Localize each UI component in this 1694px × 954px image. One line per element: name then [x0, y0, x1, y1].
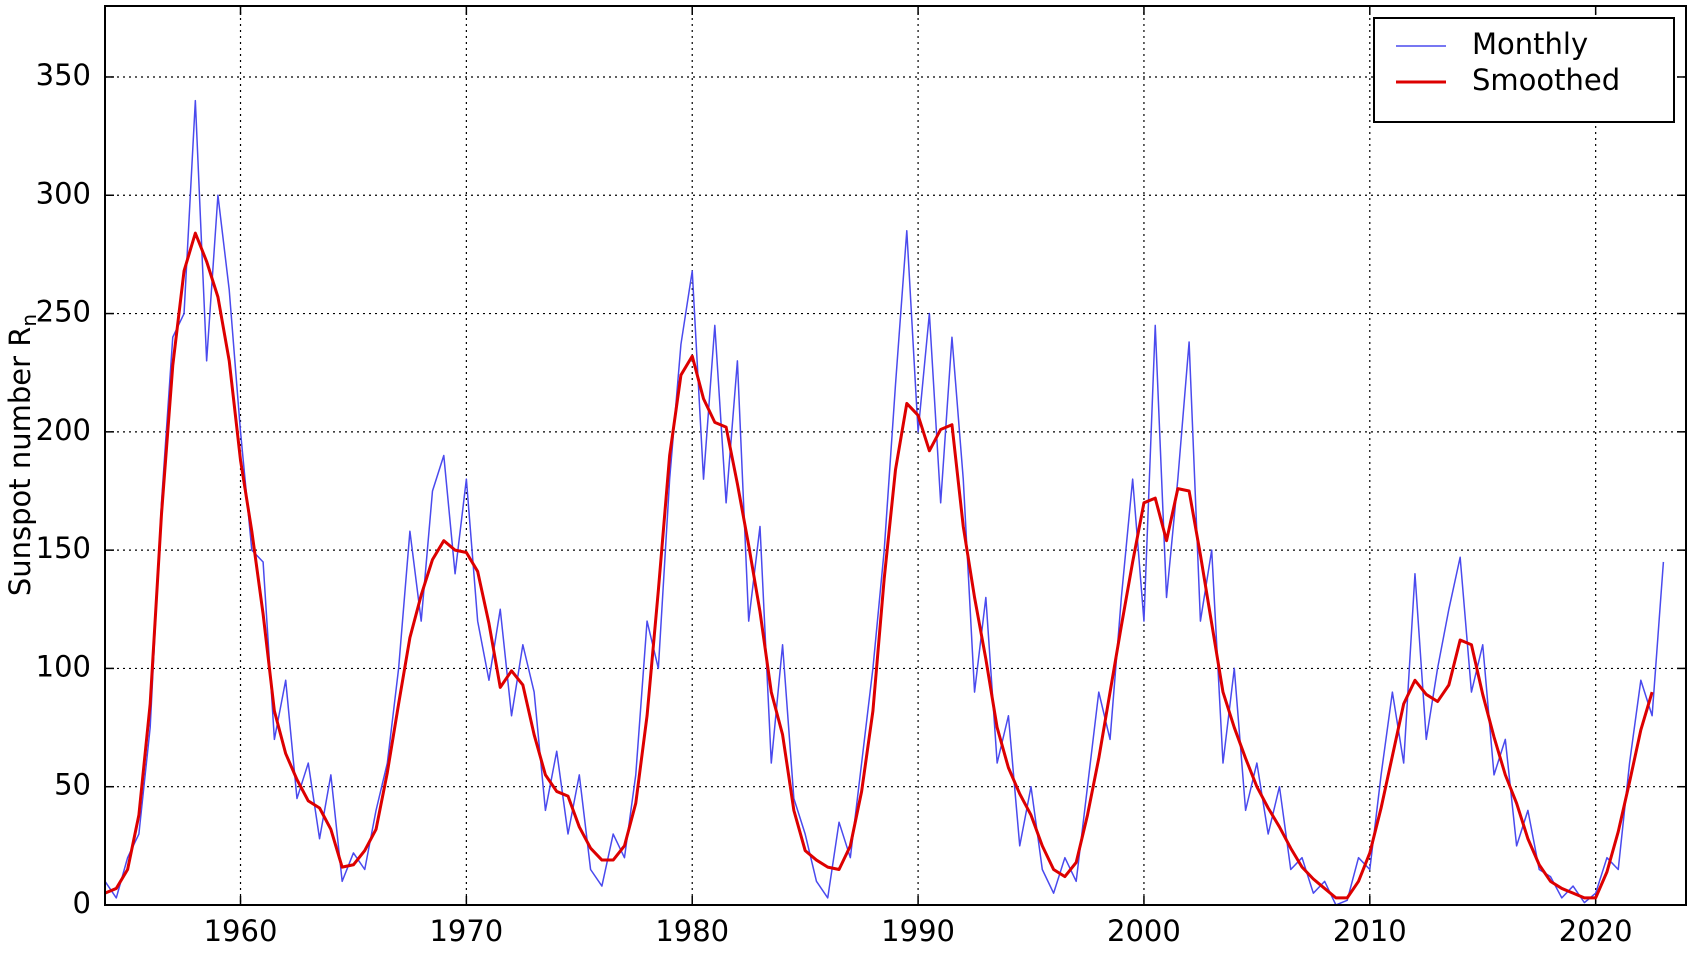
y-axis-label-subscript: n	[17, 314, 41, 327]
x-tick-label: 1960	[204, 914, 278, 948]
legend-label: Smoothed	[1472, 63, 1620, 97]
y-tick-label: 300	[36, 176, 91, 210]
y-tick-label: 200	[36, 413, 91, 447]
x-tick-label: 2020	[1559, 914, 1633, 948]
y-tick-label: 150	[36, 531, 91, 565]
y-tick-label: 250	[36, 295, 91, 329]
y-tick-label: 50	[54, 768, 91, 802]
y-tick-label: 100	[36, 649, 91, 683]
x-tick-label: 2000	[1107, 914, 1181, 948]
y-axis-label: Sunspot number Rn	[3, 314, 41, 596]
data-line	[104, 99, 1665, 906]
legend-box	[1373, 17, 1675, 123]
x-tick-label: 1990	[881, 914, 955, 948]
x-tick-label: 1970	[429, 914, 503, 948]
legend-label: Monthly	[1472, 27, 1588, 61]
y-tick-label: 350	[36, 58, 91, 92]
plot-frame	[104, 5, 1687, 906]
y-axis-label-text: Sunspot number R	[3, 327, 37, 597]
x-tick-label: 2010	[1333, 914, 1407, 948]
y-tick-label: 0	[73, 886, 91, 920]
data-line	[104, 231, 1654, 900]
x-tick-label: 1980	[655, 914, 729, 948]
